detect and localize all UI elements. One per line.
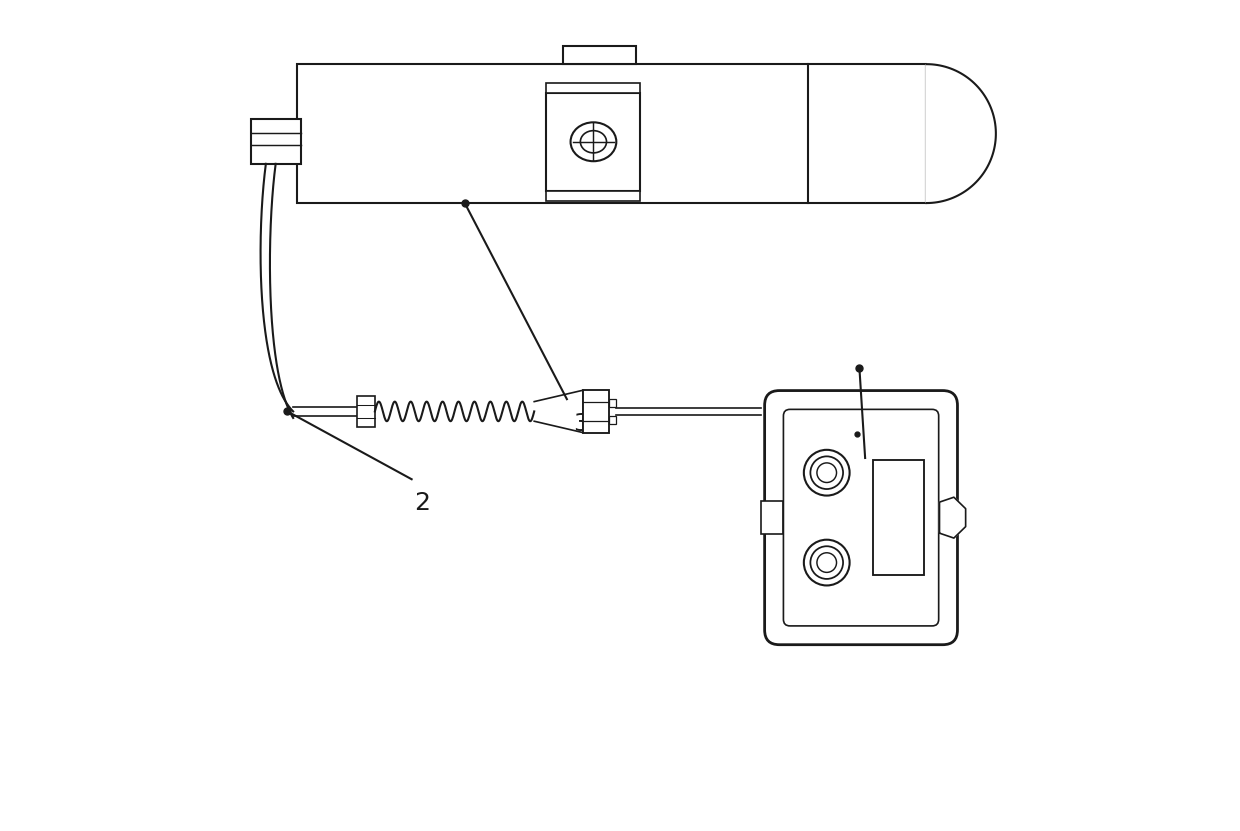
Text: 3: 3 (573, 412, 589, 436)
Circle shape (817, 463, 837, 483)
Bar (609, 399, 616, 407)
Bar (547, 83, 640, 93)
Bar (298, 64, 926, 203)
Bar (547, 191, 640, 200)
Bar (357, 396, 374, 427)
Ellipse shape (580, 130, 606, 153)
Circle shape (811, 456, 843, 489)
Text: 1: 1 (875, 473, 890, 497)
Bar (609, 416, 616, 424)
Bar (583, 391, 609, 433)
Circle shape (817, 553, 837, 573)
Circle shape (811, 546, 843, 579)
Ellipse shape (570, 122, 616, 161)
Bar (547, 93, 640, 191)
Circle shape (804, 450, 849, 495)
Bar (250, 119, 301, 164)
Polygon shape (940, 497, 966, 538)
Text: 2: 2 (414, 491, 430, 515)
Bar (761, 501, 784, 534)
Polygon shape (926, 64, 996, 203)
Polygon shape (534, 391, 583, 433)
FancyBboxPatch shape (784, 410, 939, 626)
Bar (563, 47, 636, 64)
FancyBboxPatch shape (765, 391, 957, 645)
Circle shape (804, 539, 849, 586)
Bar (873, 460, 924, 575)
